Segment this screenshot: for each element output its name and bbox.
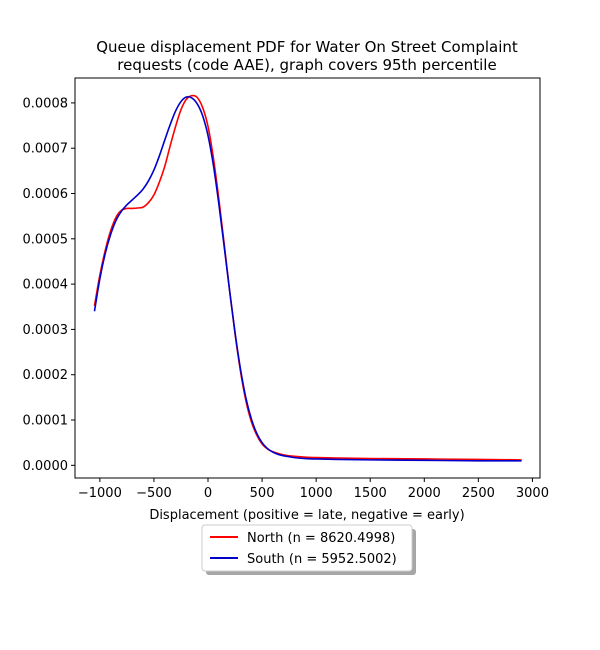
y-tick-label: 0.0006 — [23, 187, 69, 202]
x-tick-label: 1500 — [354, 486, 387, 501]
chart-title-line-2: requests (code AAE), graph covers 95th p… — [117, 56, 496, 74]
legend: North (n = 8620.4998) South (n = 5952.50… — [201, 524, 416, 575]
x-tick-label: 3000 — [516, 486, 549, 501]
legend-label-north: North (n = 8620.4998) — [247, 531, 395, 546]
plot-area — [93, 94, 522, 462]
y-tick-label: 0.0002 — [23, 368, 69, 383]
y-tick-label: 0.0001 — [23, 414, 69, 429]
x-tick-label: 2000 — [408, 486, 441, 501]
x-axis: −1000 −500 0 500 1000 1500 2000 2500 3000 — [78, 478, 549, 501]
series-line-1 — [93, 95, 522, 462]
y-tick-label: 0.0007 — [23, 142, 69, 157]
y-tick-label: 0.0003 — [23, 323, 69, 338]
x-tick-label: −1000 — [78, 486, 122, 501]
legend-label-south: South (n = 5952.5002) — [247, 552, 397, 567]
x-tick-label: 500 — [250, 486, 275, 501]
x-axis-label: Displacement (positive = late, negative … — [149, 508, 464, 523]
x-tick-label: 2500 — [462, 486, 495, 501]
y-tick-label: 0.0004 — [23, 278, 69, 293]
y-tick-label: 0.0008 — [23, 96, 69, 111]
series-line-0 — [93, 94, 522, 461]
x-tick-label: 0 — [204, 486, 212, 501]
chart-title-line-1: Queue displacement PDF for Water On Stre… — [96, 38, 518, 56]
y-tick-label: 0.0005 — [23, 232, 69, 247]
legend-box — [201, 524, 413, 572]
y-axis: 0.0000 0.0001 0.0002 0.0003 0.0004 0.0005 0.00… — [23, 96, 75, 474]
x-tick-label: 1000 — [300, 486, 333, 501]
y-tick-label: 0.0000 — [23, 459, 69, 474]
x-tick-label: −500 — [136, 486, 172, 501]
plot-frame — [74, 77, 541, 479]
